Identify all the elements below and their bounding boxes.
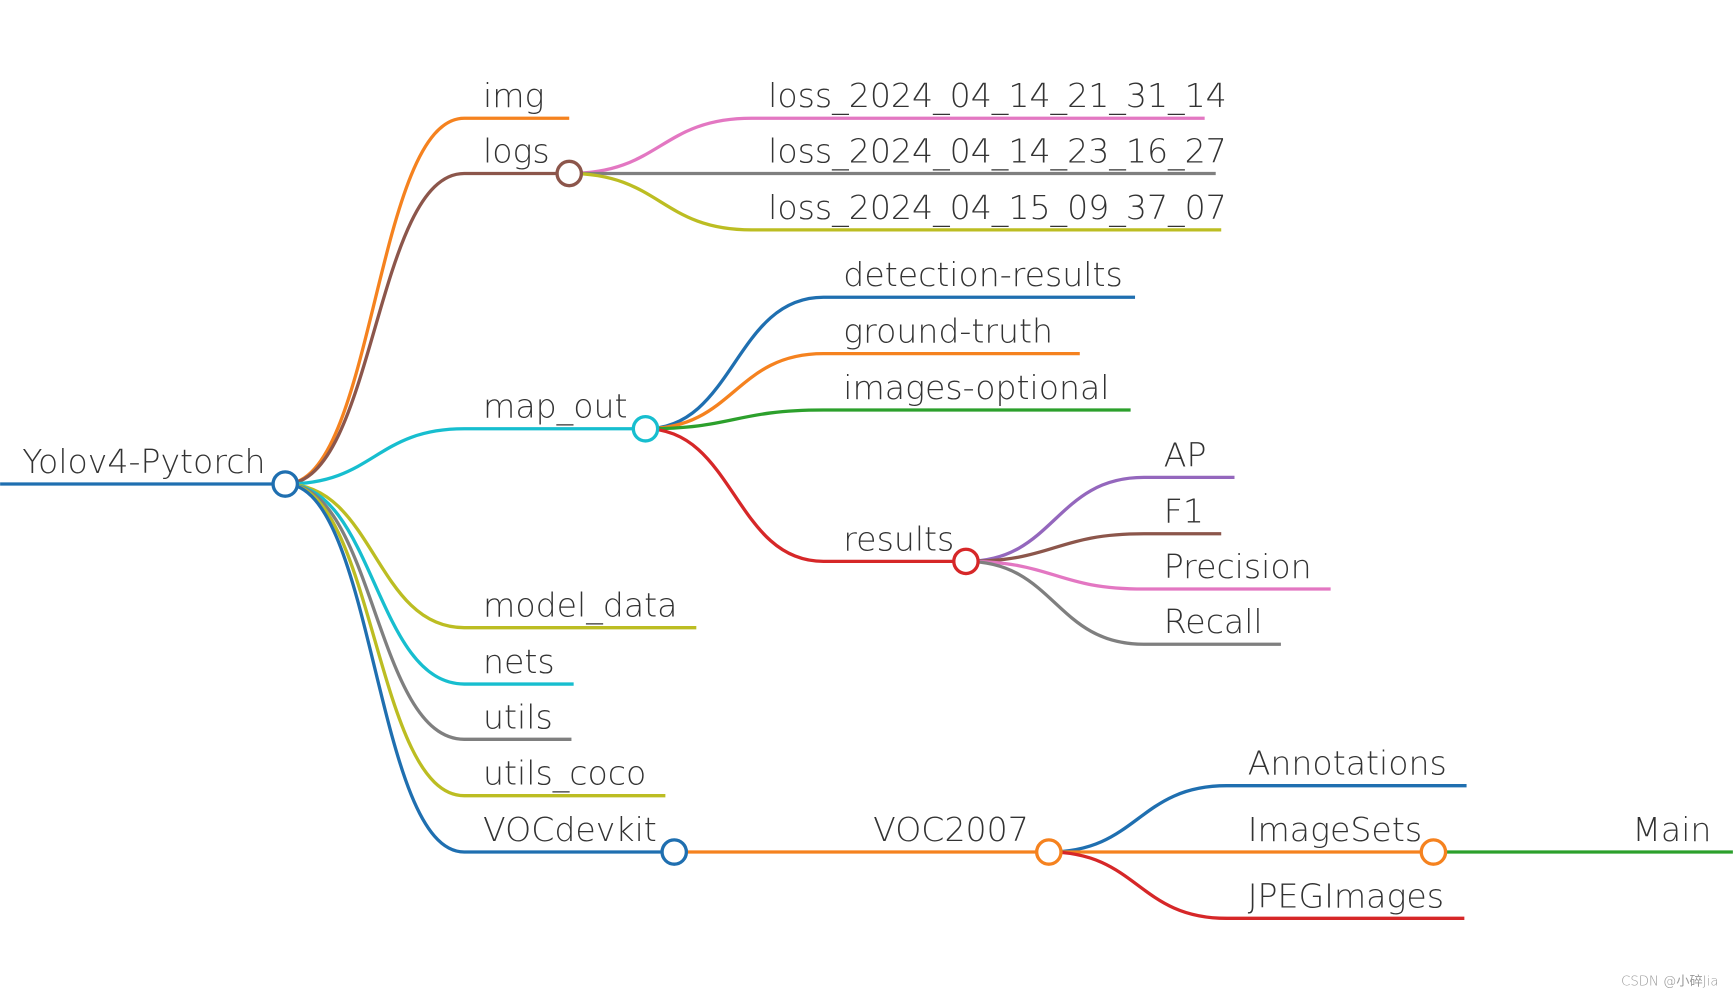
branch bbox=[965, 532, 1222, 564]
node-label: logs bbox=[483, 131, 550, 170]
node-label: results bbox=[843, 519, 954, 558]
node-toggle bbox=[1419, 838, 1448, 866]
node-label: img bbox=[483, 76, 544, 115]
node-label: F1 bbox=[1164, 492, 1204, 531]
node-label: JPEGImages bbox=[1248, 876, 1444, 915]
branch bbox=[645, 295, 1136, 431]
node-label: detection-results bbox=[843, 255, 1122, 294]
branch bbox=[569, 171, 1222, 232]
branch bbox=[285, 482, 574, 686]
branch bbox=[285, 482, 675, 854]
node-label: nets bbox=[483, 642, 555, 681]
node-toggle bbox=[952, 547, 980, 576]
node-label: Annotations bbox=[1248, 744, 1447, 783]
node-toggle bbox=[631, 414, 660, 443]
branch bbox=[285, 171, 570, 486]
node-label: Yolov4-Pytorch bbox=[22, 442, 265, 481]
node-toggle bbox=[1035, 838, 1063, 866]
node-label: loss_2024_04_15_09_37_07 bbox=[768, 188, 1227, 228]
node-label: VOCdevkit bbox=[483, 810, 657, 849]
node-label: ground-truth bbox=[843, 312, 1053, 351]
node-label: AP bbox=[1164, 435, 1207, 474]
branch bbox=[285, 482, 666, 798]
node-label: loss_2024_04_14_21_31_14 bbox=[768, 76, 1227, 116]
node-label: model_data bbox=[483, 586, 677, 626]
branch bbox=[1048, 850, 1465, 920]
branch bbox=[285, 482, 572, 741]
branch bbox=[285, 116, 570, 486]
node-label: utils bbox=[483, 697, 553, 736]
node-toggle bbox=[271, 470, 300, 498]
node-label: ImageSets bbox=[1248, 810, 1422, 849]
node-label: utils_coco bbox=[483, 754, 646, 794]
branch bbox=[965, 559, 1331, 591]
branch bbox=[645, 427, 966, 564]
branch bbox=[285, 482, 697, 630]
branch bbox=[645, 408, 1131, 431]
branch bbox=[285, 427, 646, 486]
node-label: Precision bbox=[1164, 547, 1312, 586]
branch bbox=[1048, 784, 1467, 854]
branch bbox=[965, 559, 1281, 646]
node-toggle bbox=[555, 159, 584, 188]
branch bbox=[965, 475, 1235, 564]
node-label: map_out bbox=[483, 387, 627, 427]
watermark: CSDN @小碎Jia bbox=[1621, 974, 1718, 990]
node-toggle bbox=[660, 838, 689, 866]
node-label: Main bbox=[1632, 810, 1711, 849]
branch bbox=[569, 116, 1205, 176]
node-label: images-optional bbox=[843, 368, 1109, 407]
node-label: loss_2024_04_14_23_16_27 bbox=[768, 131, 1227, 171]
node-label: Recall bbox=[1164, 602, 1263, 641]
branch bbox=[645, 351, 1080, 431]
node-label: VOC2007 bbox=[873, 810, 1029, 849]
